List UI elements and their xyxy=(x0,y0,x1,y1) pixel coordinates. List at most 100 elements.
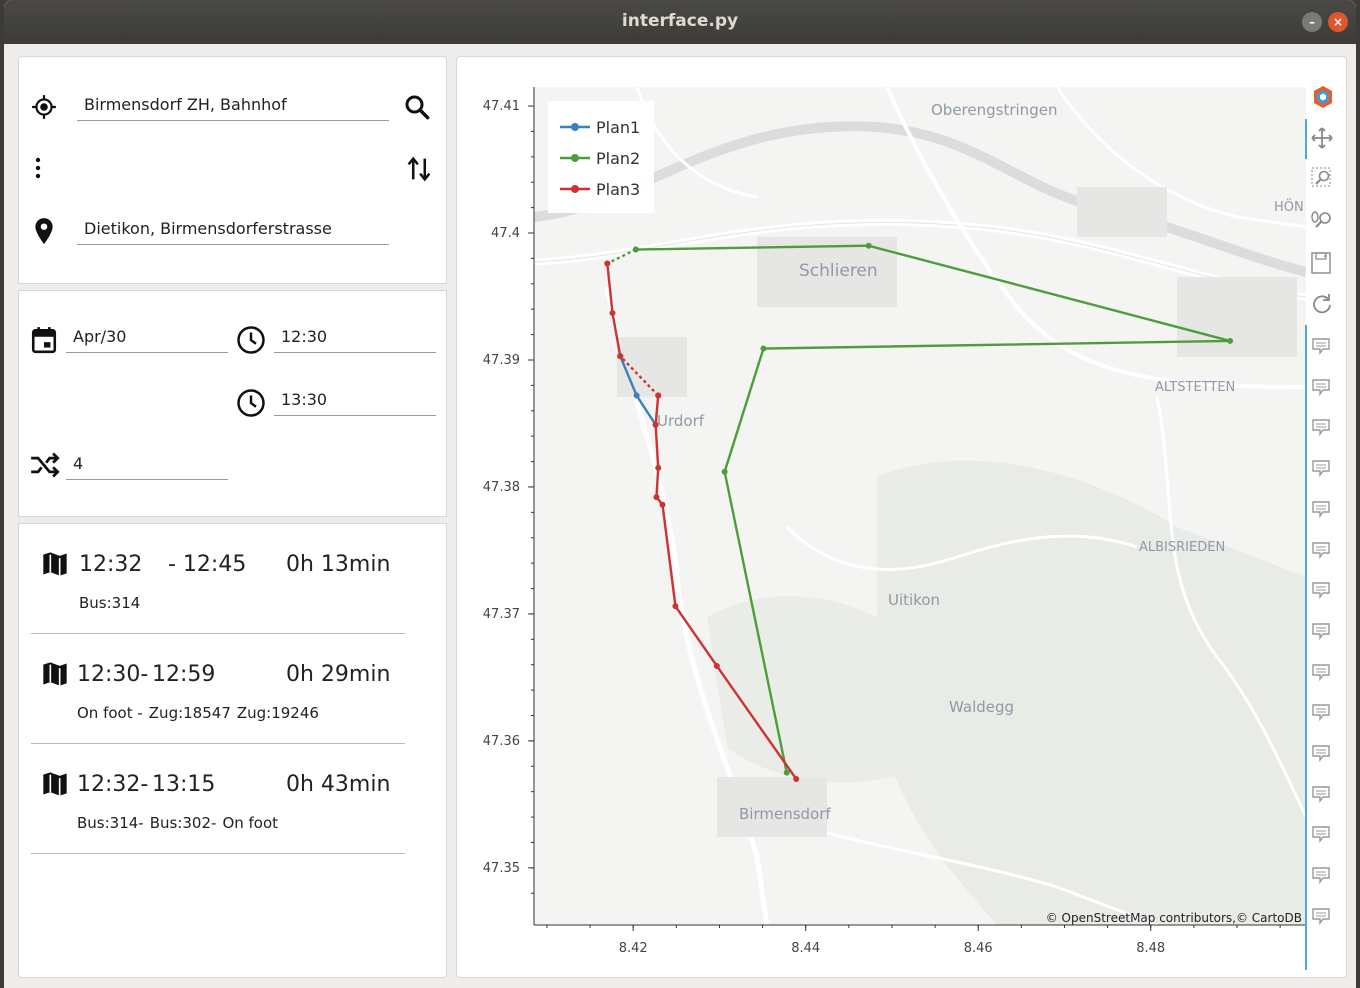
trip-leg: Bus:302- xyxy=(149,814,217,832)
axis-ticks: 8.42 8.44 8.46 8.48 47.41 47.4 47.39 47.38 47.37… xyxy=(483,99,1281,956)
map-icon xyxy=(41,550,69,582)
trip-duration: 0h 13min xyxy=(286,552,391,577)
box-zoom-icon[interactable] xyxy=(1311,167,1333,193)
route-point[interactable] xyxy=(672,603,679,610)
hover-icon[interactable] xyxy=(1311,541,1331,565)
pan-icon[interactable] xyxy=(1311,127,1333,153)
more-vertical-icon[interactable] xyxy=(33,156,43,182)
trip-leg: Zug:18547 xyxy=(148,704,231,722)
y-tick-label: 47.36 xyxy=(483,734,520,749)
clock-icon[interactable] xyxy=(236,325,266,355)
hover-icon[interactable] xyxy=(1311,663,1331,687)
route-point[interactable] xyxy=(655,392,662,399)
map-place-label: Birmensdorf xyxy=(739,805,831,823)
map-place-label: Schlieren xyxy=(799,261,878,281)
trip-leg: Bus:314- xyxy=(77,814,144,832)
route-line-plan2[interactable] xyxy=(606,248,637,265)
wheel-zoom-icon[interactable] xyxy=(1311,209,1333,235)
x-tick-label: 8.46 xyxy=(964,941,993,956)
route-point[interactable] xyxy=(632,246,639,253)
route-point[interactable] xyxy=(1227,337,1234,344)
trip-leg: On foot - xyxy=(77,704,143,722)
route-point[interactable] xyxy=(659,501,666,508)
hover-icon[interactable] xyxy=(1311,907,1331,931)
result-item[interactable]: 12:32- 13:15 0h 43min Bus:314- Bus:302- On… xyxy=(31,744,405,854)
y-tick-label: 47.38 xyxy=(483,480,520,495)
swap-vertical-icon[interactable] xyxy=(405,154,433,184)
destination-input[interactable]: Dietikon, Birmensdorferstrasse xyxy=(77,215,389,245)
search-icon[interactable] xyxy=(402,92,432,122)
legend-marker xyxy=(571,185,579,193)
trip-legs: On foot - Zug:18547 Zug:19246 xyxy=(77,704,325,722)
legend-label: Plan1 xyxy=(596,118,640,137)
y-tick-label: 47.37 xyxy=(483,607,520,622)
window-title: interface.py xyxy=(621,11,739,31)
minimize-button[interactable]: – xyxy=(1302,12,1322,32)
end-time-input[interactable]: 13:30 xyxy=(274,386,436,416)
hover-icon[interactable] xyxy=(1311,622,1331,646)
route-point[interactable] xyxy=(655,464,662,471)
route-point[interactable] xyxy=(865,242,872,249)
result-item[interactable]: 12:30- 12:59 0h 29min On foot - Zug:18547… xyxy=(31,634,405,744)
route-line-plan2[interactable] xyxy=(635,244,1231,773)
close-button[interactable]: × xyxy=(1328,12,1348,32)
hover-icon[interactable] xyxy=(1311,378,1331,402)
hover-icon[interactable] xyxy=(1311,866,1331,890)
map-card: Oberengstringen Schlieren HÖN ALTSTETTEN… xyxy=(456,56,1347,978)
route-point[interactable] xyxy=(760,345,767,352)
time-card: Apr/30 12:30 13:30 4 xyxy=(18,290,447,517)
calendar-icon[interactable] xyxy=(31,326,57,354)
hover-icon[interactable] xyxy=(1311,500,1331,524)
route-point[interactable] xyxy=(721,468,728,475)
map-plot[interactable]: Oberengstringen Schlieren HÖN ALTSTETTEN… xyxy=(457,57,1348,979)
date-input[interactable]: Apr/30 xyxy=(66,323,228,353)
hover-icon[interactable] xyxy=(1311,418,1331,442)
route-point[interactable] xyxy=(652,421,659,428)
start-time-input[interactable]: 12:30 xyxy=(274,323,436,353)
departure-time: 12:30- xyxy=(77,662,149,687)
hover-icon[interactable] xyxy=(1311,703,1331,727)
origin-input[interactable]: Birmensdorf ZH, Bahnhof xyxy=(77,91,389,121)
location-pin-icon xyxy=(33,217,55,245)
save-icon[interactable] xyxy=(1311,251,1333,279)
hover-icon[interactable] xyxy=(1311,744,1331,768)
hover-icon[interactable] xyxy=(1311,785,1331,809)
trip-leg: Bus:314 xyxy=(79,594,141,612)
hover-icon[interactable] xyxy=(1311,825,1331,849)
map-attribution[interactable]: © OpenStreetMap contributors,© CartoDB xyxy=(1046,911,1302,925)
trip-legs: Bus:314 xyxy=(79,594,146,612)
hover-icon[interactable] xyxy=(1311,459,1331,483)
transfers-input[interactable]: 4 xyxy=(66,450,228,480)
clock-icon[interactable] xyxy=(236,388,266,418)
hover-icon[interactable] xyxy=(1311,337,1331,361)
route-point[interactable] xyxy=(783,769,790,776)
result-item[interactable]: 12:32 - 12:45 0h 13min Bus:314 xyxy=(31,524,405,634)
map-place-label: Urdorf xyxy=(657,412,705,430)
map-place-label: HÖN xyxy=(1274,198,1304,215)
results-card: 12:32 - 12:45 0h 13min Bus:314 12:30- 12… xyxy=(18,523,447,978)
legend-marker xyxy=(571,123,579,131)
route-point[interactable] xyxy=(609,310,616,317)
x-tick-label: 8.44 xyxy=(791,941,820,956)
route-point[interactable] xyxy=(793,775,800,782)
map-place-label: ALTSTETTEN xyxy=(1155,380,1235,395)
reset-icon[interactable] xyxy=(1311,293,1333,319)
route-point[interactable] xyxy=(604,260,611,267)
route-point[interactable] xyxy=(617,353,624,360)
my-location-icon[interactable] xyxy=(31,94,57,120)
bokeh-logo-icon[interactable] xyxy=(1311,85,1335,113)
route-line-plan3[interactable] xyxy=(654,395,798,780)
shuffle-icon xyxy=(30,452,60,478)
map-place-label: Oberengstringen xyxy=(931,101,1057,119)
arrival-time: 12:59 xyxy=(152,662,216,687)
route-point[interactable] xyxy=(713,662,720,669)
x-tick-label: 8.42 xyxy=(619,941,648,956)
y-tick-label: 47.39 xyxy=(483,353,520,368)
route-point[interactable] xyxy=(653,494,660,501)
route-card: Birmensdorf ZH, Bahnhof Dietikon, Birmen… xyxy=(18,56,447,284)
departure-time: 12:32- xyxy=(77,772,149,797)
trip-duration: 0h 29min xyxy=(286,662,391,687)
route-point[interactable] xyxy=(633,392,640,399)
hover-icon[interactable] xyxy=(1311,581,1331,605)
y-tick-label: 47.35 xyxy=(483,861,520,876)
